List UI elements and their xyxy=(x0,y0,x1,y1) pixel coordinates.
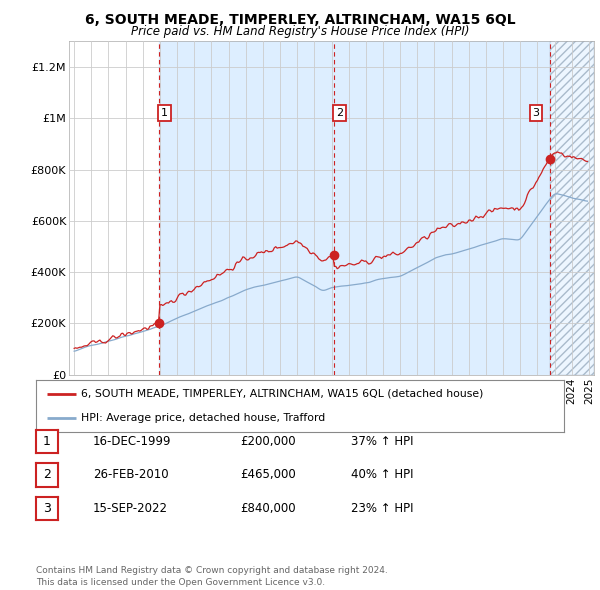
Bar xyxy=(550,41,594,375)
Text: 2: 2 xyxy=(43,468,51,481)
Text: 1: 1 xyxy=(43,435,51,448)
Text: 40% ↑ HPI: 40% ↑ HPI xyxy=(351,468,413,481)
Text: 26-FEB-2010: 26-FEB-2010 xyxy=(93,468,169,481)
Text: 3: 3 xyxy=(43,502,51,515)
Bar xyxy=(159,41,334,375)
Text: £840,000: £840,000 xyxy=(240,502,296,515)
Text: 3: 3 xyxy=(532,108,539,118)
Text: 37% ↑ HPI: 37% ↑ HPI xyxy=(351,435,413,448)
Bar xyxy=(550,41,594,375)
Text: 16-DEC-1999: 16-DEC-1999 xyxy=(93,435,172,448)
Text: Price paid vs. HM Land Registry's House Price Index (HPI): Price paid vs. HM Land Registry's House … xyxy=(131,25,469,38)
Text: HPI: Average price, detached house, Trafford: HPI: Average price, detached house, Traf… xyxy=(81,413,325,423)
Text: £465,000: £465,000 xyxy=(240,468,296,481)
Text: 6, SOUTH MEADE, TIMPERLEY, ALTRINCHAM, WA15 6QL (detached house): 6, SOUTH MEADE, TIMPERLEY, ALTRINCHAM, W… xyxy=(81,389,483,399)
Text: Contains HM Land Registry data © Crown copyright and database right 2024.
This d: Contains HM Land Registry data © Crown c… xyxy=(36,566,388,587)
Text: 2: 2 xyxy=(335,108,343,118)
Text: 1: 1 xyxy=(161,108,168,118)
Text: 15-SEP-2022: 15-SEP-2022 xyxy=(93,502,168,515)
Text: 6, SOUTH MEADE, TIMPERLEY, ALTRINCHAM, WA15 6QL: 6, SOUTH MEADE, TIMPERLEY, ALTRINCHAM, W… xyxy=(85,13,515,27)
Bar xyxy=(334,41,550,375)
Text: 23% ↑ HPI: 23% ↑ HPI xyxy=(351,502,413,515)
Text: £200,000: £200,000 xyxy=(240,435,296,448)
